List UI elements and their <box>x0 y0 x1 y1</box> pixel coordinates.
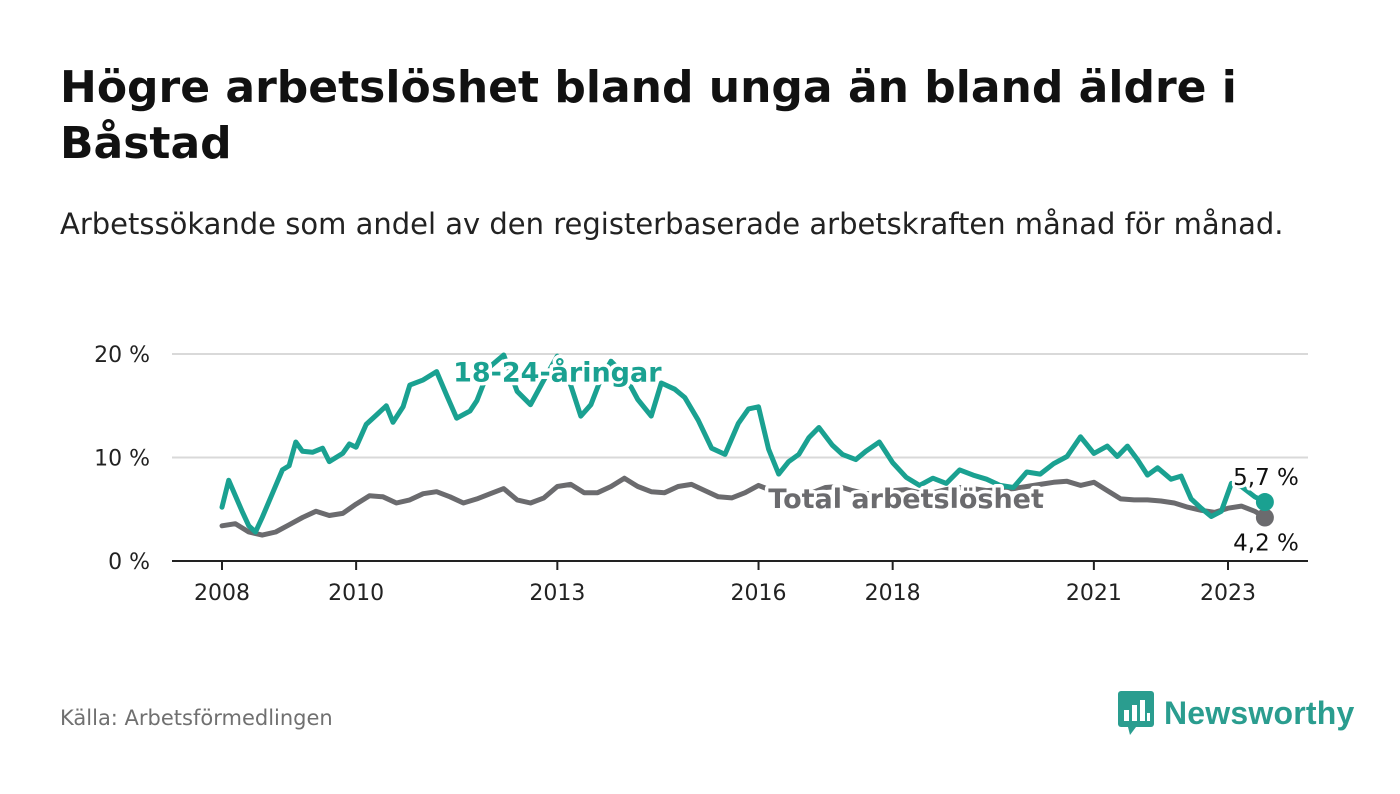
x-tick-label: 2023 <box>1200 581 1256 606</box>
y-tick-label: 0 % <box>108 550 150 575</box>
source-note: Källa: Arbetsförmedlingen <box>60 706 333 730</box>
end-value-label: 5,7 % <box>1233 465 1299 491</box>
x-axis <box>172 560 1308 570</box>
end-value-label: 4,2 % <box>1233 531 1299 557</box>
chart-labels: 0 % 10 % 20 % 2008 2010 2013 2016 2018 2021 2023 1… <box>94 343 1302 606</box>
end-point-marker <box>1255 508 1274 527</box>
y-tick-label: 10 % <box>94 447 150 472</box>
y-tick-label: 20 % <box>94 343 150 368</box>
x-tick-label: 2008 <box>194 581 250 606</box>
end-point-marker <box>1255 493 1274 512</box>
x-tick-label: 2010 <box>328 581 384 606</box>
logo-text: Newsworthy <box>1164 694 1355 731</box>
chart-title: Högre arbetslöshet bland unga än bland ä… <box>60 62 1237 169</box>
x-tick-label: 2021 <box>1066 581 1122 606</box>
x-tick-label: 2018 <box>865 581 921 606</box>
series-line-total <box>219 475 1268 538</box>
gridlines <box>172 353 1308 459</box>
series-line-youth <box>219 352 1268 535</box>
x-tick-label: 2013 <box>529 581 585 606</box>
newsworthy-logo: Newsworthy <box>1118 688 1354 738</box>
x-tick-label: 2016 <box>731 581 787 606</box>
series-lines <box>219 352 1274 538</box>
line-chart: 0 % 10 % 20 % 2008 2010 2013 2016 2018 2021 2023 1… <box>94 343 1308 606</box>
series-label: Total arbetslöshet <box>768 484 1044 515</box>
chart-subtitle: Arbetssökande som andel av den registerb… <box>60 207 1284 241</box>
series-label: 18-24-åringar <box>453 357 662 389</box>
bar-chart-logo-icon <box>1118 691 1154 735</box>
